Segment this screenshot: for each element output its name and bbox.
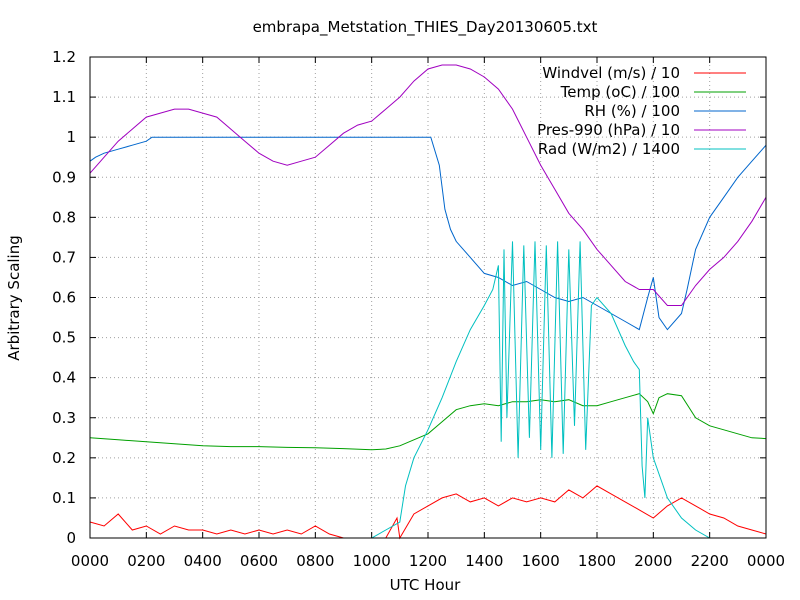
series-line-1 <box>89 393 767 451</box>
x-axis-ticks: 0000 0200 0400 0600 0800 1000 1200 1400 1600 1800… <box>71 57 785 570</box>
y-tick-label: 0.9 <box>52 168 76 186</box>
legend-label-0: Windvel (m/s) / 10 <box>542 64 680 82</box>
x-tick-label: 1200 <box>409 552 447 570</box>
legend-label-4: Rad (W/m2) / 1400 <box>538 140 680 158</box>
y-tick-label: 0.6 <box>52 289 76 307</box>
x-tick-label: 2000 <box>634 552 672 570</box>
y-tick-label: 0.7 <box>52 248 76 266</box>
chart-title: embrapa_Metstation_THIES_Day20130605.txt <box>253 18 598 37</box>
y-tick-label: 0.1 <box>52 489 76 507</box>
y-tick-label: 0.4 <box>52 369 76 387</box>
x-axis-title: UTC Hour <box>390 576 461 594</box>
y-tick-label: 0.8 <box>52 208 76 226</box>
y-tick-label: 0.5 <box>52 329 76 347</box>
x-tick-label: 1600 <box>522 552 560 570</box>
x-tick-label: 0000 <box>747 552 785 570</box>
series-line-2 <box>89 136 767 331</box>
y-tick-label: 0.3 <box>52 409 76 427</box>
series-layer <box>89 64 767 540</box>
x-tick-label: 0200 <box>127 552 165 570</box>
series-line-3 <box>89 64 767 306</box>
y-axis-ticks: 0 0.1 0.2 0.3 0.4 0.5 0.6 0.7 0.8 0.9 1 1.1 1.2 <box>52 48 766 547</box>
y-tick-label: 0.2 <box>52 449 76 467</box>
legend-label-3: Pres-990 (hPa) / 10 <box>537 121 680 139</box>
x-tick-label: 2200 <box>691 552 729 570</box>
legend-label-1: Temp (oC) / 100 <box>560 83 680 101</box>
y-tick-label: 1.2 <box>52 48 76 66</box>
x-tick-label: 0000 <box>71 552 109 570</box>
y-axis-title: Arbitrary Scaling <box>5 235 23 361</box>
series-line-4 <box>90 241 766 539</box>
x-tick-label: 1800 <box>578 552 616 570</box>
y-tick-label: 1 <box>66 128 76 146</box>
x-tick-label: 0600 <box>240 552 278 570</box>
x-tick-label: 0400 <box>184 552 222 570</box>
legend-label-2: RH (%) / 100 <box>584 102 680 120</box>
x-tick-label: 0800 <box>296 552 334 570</box>
y-tick-label: 1.1 <box>52 88 76 106</box>
series-line-0 <box>89 485 767 540</box>
y-tick-label: 0 <box>66 529 76 547</box>
x-tick-label: 1000 <box>353 552 391 570</box>
x-tick-label: 1400 <box>465 552 503 570</box>
plot-frame <box>89 56 767 539</box>
